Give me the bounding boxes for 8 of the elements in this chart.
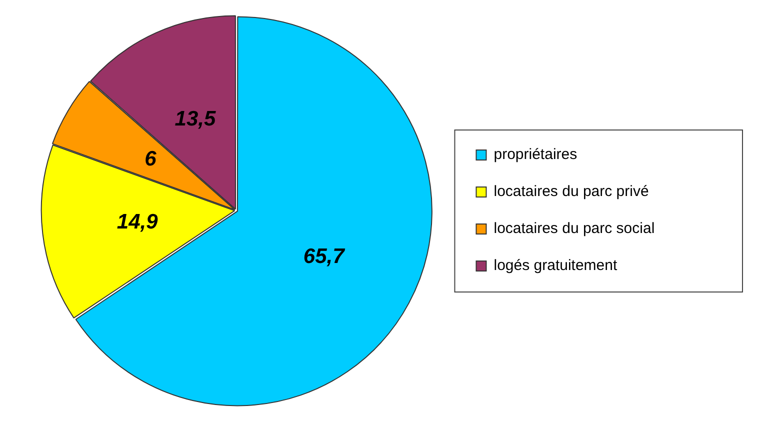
legend-label: locataires du parc social [494,220,738,238]
legend-label: propriétaires [494,146,660,164]
data-label: 65,7 [303,245,346,268]
data-label: 6 [144,148,157,171]
legend-label: locataires du parc privé [494,183,732,200]
data-label: 14,9 [116,210,158,234]
data-label: 13,5 [174,108,216,131]
legend-label: logés gratuitement [494,257,701,274]
